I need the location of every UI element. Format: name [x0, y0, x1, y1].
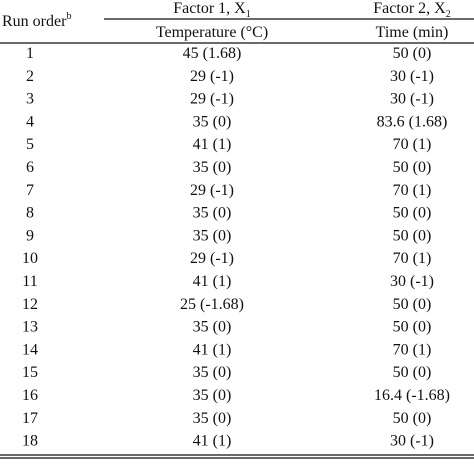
time-cell: 50 (0)	[393, 296, 432, 313]
time-cell: 30 (-1)	[390, 68, 434, 85]
header-text: Factor 1, X	[173, 0, 246, 17]
time-cell: 30 (-1)	[390, 433, 434, 450]
run-order-cell: 16	[22, 387, 38, 404]
run-order-cell: 5	[26, 136, 34, 153]
run-order-cell: 3	[26, 91, 34, 108]
temperature-cell: 41 (1)	[193, 273, 232, 290]
time-cell: 50 (0)	[393, 205, 432, 222]
temperature-cell: 35 (0)	[193, 387, 232, 404]
run-order-cell: 17	[22, 410, 38, 427]
temperature-cell: 35 (0)	[193, 159, 232, 176]
temperature-cell: 41 (1)	[193, 433, 232, 450]
temperature-cell: 29 (-1)	[190, 91, 234, 108]
header-subscript: 1	[246, 9, 251, 20]
time-cell: 70 (1)	[393, 136, 432, 153]
run-order-cell: 18	[22, 433, 38, 450]
time-cell: 50 (0)	[393, 410, 432, 427]
time-cell: 70 (1)	[393, 182, 432, 199]
temperature-cell: 29 (-1)	[190, 68, 234, 85]
time-cell: 70 (1)	[393, 250, 432, 267]
run-order-cell: 14	[22, 341, 38, 358]
temperature-header: Temperature (°C)	[156, 24, 268, 41]
temperature-cell: 35 (0)	[193, 205, 232, 222]
time-cell: 50 (0)	[393, 45, 432, 62]
time-header: Time (min)	[376, 24, 449, 41]
run-order-cell: 6	[26, 159, 34, 176]
temperature-cell: 29 (-1)	[190, 250, 234, 267]
run-order-cell: 7	[26, 182, 34, 199]
run-order-cell: 1	[26, 45, 34, 62]
run-order-cell: 12	[22, 296, 38, 313]
time-cell: 50 (0)	[393, 364, 432, 381]
run-order-cell: 13	[22, 319, 38, 336]
temperature-cell: 45 (1.68)	[183, 45, 242, 62]
temperature-cell: 35 (0)	[193, 364, 232, 381]
time-cell: 30 (-1)	[390, 91, 434, 108]
time-cell: 30 (-1)	[390, 273, 434, 290]
time-cell: 83.6 (1.68)	[377, 113, 448, 130]
temperature-cell: 29 (-1)	[190, 182, 234, 199]
header-text: Run order	[2, 13, 67, 30]
temperature-cell: 35 (0)	[193, 410, 232, 427]
run-order-header: Run orderb	[2, 11, 71, 30]
temperature-cell: 41 (1)	[193, 136, 232, 153]
factor1-header: Factor 1, X1	[173, 0, 250, 20]
temperature-cell: 41 (1)	[193, 341, 232, 358]
run-order-cell: 9	[26, 227, 34, 244]
time-cell: 70 (1)	[393, 341, 432, 358]
run-order-cell: 10	[22, 250, 38, 267]
time-cell: 50 (0)	[393, 319, 432, 336]
header-superscript: b	[66, 11, 71, 22]
temperature-cell: 35 (0)	[193, 319, 232, 336]
run-order-cell: 4	[26, 113, 34, 130]
time-cell: 16.4 (-1.68)	[374, 387, 450, 404]
header-subscript: 2	[446, 9, 451, 20]
temperature-cell: 25 (-1.68)	[180, 296, 244, 313]
temperature-cell: 35 (0)	[193, 227, 232, 244]
time-cell: 50 (0)	[393, 227, 432, 244]
header-text: Factor 2, X	[373, 0, 446, 17]
run-order-cell: 11	[22, 273, 37, 290]
factor2-header: Factor 2, X2	[373, 0, 450, 20]
time-cell: 50 (0)	[393, 159, 432, 176]
run-order-cell: 15	[22, 364, 38, 381]
run-order-cell: 8	[26, 205, 34, 222]
temperature-cell: 35 (0)	[193, 113, 232, 130]
run-order-cell: 2	[26, 68, 34, 85]
